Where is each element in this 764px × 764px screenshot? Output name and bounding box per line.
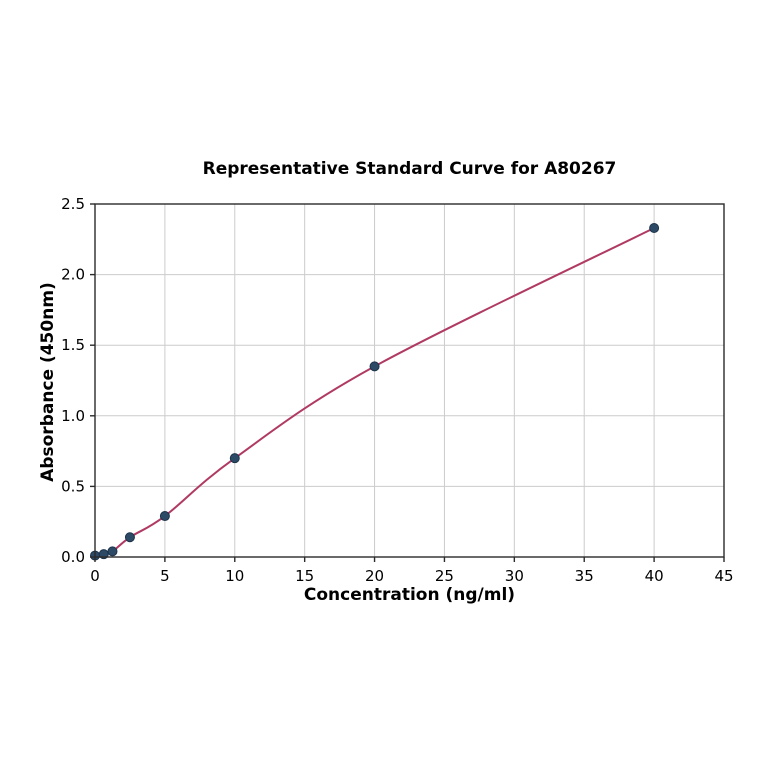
y-tick-label: 2.5 (61, 195, 85, 213)
x-tick-label: 10 (225, 567, 244, 585)
y-tick-label: 0.0 (61, 548, 85, 566)
plot-frame (94, 203, 725, 558)
x-tick-label: 45 (714, 567, 733, 585)
data-point (649, 223, 660, 234)
x-tick-label: 30 (505, 567, 524, 585)
data-point (229, 453, 240, 464)
chart-title: Representative Standard Curve for A80267 (202, 159, 617, 179)
x-tick-label: 0 (90, 567, 100, 585)
y-tick-label: 0.5 (61, 477, 85, 495)
y-tick-label: 1.0 (61, 407, 85, 425)
x-tick-label: 40 (645, 567, 664, 585)
x-axis-title: Concentration (ng/ml) (303, 585, 516, 605)
x-tick-label: 20 (365, 567, 384, 585)
x-tick-label: 35 (575, 567, 594, 585)
x-tick-label: 15 (295, 567, 314, 585)
data-point (159, 511, 170, 522)
y-tick-label: 2.0 (61, 266, 85, 284)
x-tick-label: 5 (160, 567, 170, 585)
y-tick-label: 1.5 (61, 336, 85, 354)
x-tick-label: 25 (435, 567, 454, 585)
data-point (107, 546, 118, 557)
data-point (369, 361, 380, 372)
data-point (124, 532, 135, 543)
